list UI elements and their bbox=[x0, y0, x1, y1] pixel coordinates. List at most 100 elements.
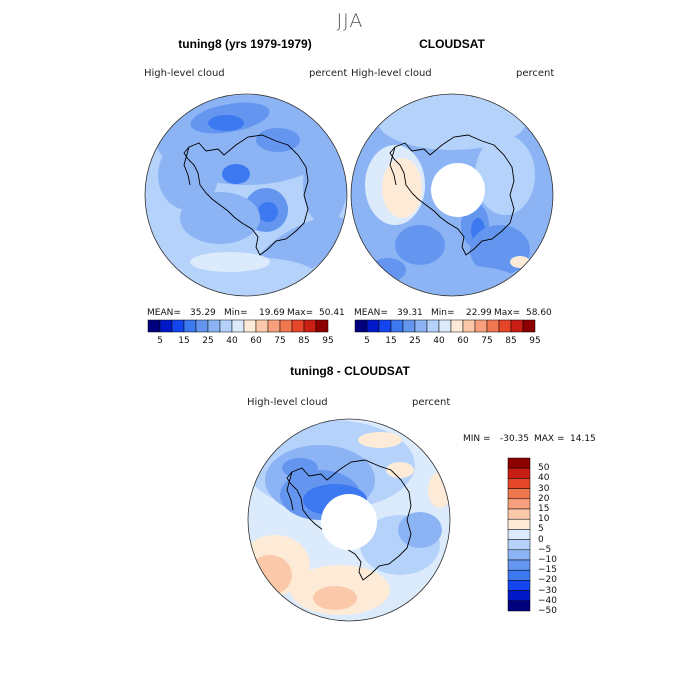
panel2-coastline bbox=[389, 134, 515, 256]
panel3-map-border bbox=[247, 418, 451, 622]
panel2-cbar-tick: 75 bbox=[481, 336, 493, 346]
panel3-cbar-tick: 50 bbox=[538, 463, 550, 473]
panel3-cbar-tick: −5 bbox=[538, 545, 552, 555]
panel1-colorbar-swatch bbox=[291, 319, 305, 333]
panel2-colorbar-swatch bbox=[450, 319, 464, 333]
panel3-colorbar-swatch bbox=[507, 488, 531, 500]
panel1-min-value: 19.69 bbox=[259, 308, 285, 318]
panel2-cbar-tick: 5 bbox=[364, 336, 370, 346]
panel3-cbar-tick: 15 bbox=[538, 504, 550, 514]
panel2-cbar-tick: 60 bbox=[457, 336, 469, 346]
panel2-units: percent bbox=[516, 68, 555, 79]
panel3-cbar-tick: −15 bbox=[538, 565, 557, 575]
panel2-colorbar-swatch bbox=[426, 319, 440, 333]
panel1-cbar-tick: 95 bbox=[322, 336, 334, 346]
panel1-map-border bbox=[144, 93, 348, 297]
panel1-cbar-tick: 60 bbox=[250, 336, 262, 346]
panel1-colorbar-swatch bbox=[267, 319, 281, 333]
panel2-cbar-tick: 15 bbox=[385, 336, 397, 346]
panel2-mean-value: 39.31 bbox=[397, 308, 423, 318]
panel3-colorbar-swatch bbox=[507, 498, 531, 510]
panel1-field-patch bbox=[208, 115, 244, 131]
panel3-colorbar-swatch bbox=[507, 529, 531, 540]
panel2-field-patch bbox=[395, 225, 445, 265]
panel1-colorbar bbox=[147, 319, 329, 333]
panel2-max-value: 58.60 bbox=[526, 308, 552, 318]
panel1-min-label: Min= bbox=[224, 308, 248, 318]
panel3-cbar-tick: 40 bbox=[538, 473, 550, 483]
panel2-title: CLOUDSAT bbox=[419, 37, 485, 51]
panel2-colorbar-swatch bbox=[474, 319, 488, 333]
panel3-field-patch bbox=[248, 555, 292, 595]
panel2-field-patch bbox=[510, 256, 530, 268]
panel3-cbar-tick: −40 bbox=[538, 596, 557, 606]
panel3-colorbar-swatch bbox=[507, 508, 531, 520]
panel1-colorbar-swatch bbox=[303, 319, 317, 333]
panel2-mean-label: MEAN= bbox=[354, 308, 388, 318]
panel1-colorbar-swatch bbox=[219, 319, 233, 333]
panel3-missing-data-hole bbox=[321, 494, 377, 550]
panel2-min-label: Min= bbox=[431, 308, 455, 318]
panel1-field-patch bbox=[258, 202, 278, 222]
panel3-colorbar-swatch bbox=[507, 478, 531, 489]
panel3-cbar-tick: 5 bbox=[538, 524, 544, 534]
panel3-units: percent bbox=[412, 397, 451, 408]
panel3-colorbar-swatch bbox=[507, 467, 531, 479]
panel2-colorbar bbox=[354, 319, 536, 333]
panel3-cbar-tick: −50 bbox=[538, 606, 557, 616]
panel3-cbar-tick: −20 bbox=[538, 575, 557, 585]
panel2-min-value: 22.99 bbox=[466, 308, 492, 318]
panel2-colorbar-swatch bbox=[522, 319, 536, 333]
panel1-mean-value: 35.29 bbox=[190, 308, 216, 318]
panel3-coastline bbox=[286, 459, 412, 581]
panel2-field-patch bbox=[377, 94, 527, 150]
panel1-field-patch bbox=[190, 252, 270, 272]
panel2-cbar-tick: 25 bbox=[409, 336, 421, 346]
panel3-cbar-tick: 30 bbox=[538, 484, 550, 494]
panel1-cbar-tick: 25 bbox=[202, 336, 214, 346]
panel1-colorbar-swatch bbox=[231, 319, 245, 333]
panel1-cbar-tick: 15 bbox=[178, 336, 190, 346]
panel1-variable: High-level cloud bbox=[144, 68, 225, 79]
panel1-coastline bbox=[183, 134, 309, 256]
panel2-colorbar-swatch bbox=[378, 319, 392, 333]
panel2-colorbar-swatch bbox=[402, 319, 416, 333]
panel1-colorbar-swatch bbox=[243, 319, 257, 333]
panel2-cbar-tick: 95 bbox=[529, 336, 541, 346]
panel3-colorbar bbox=[507, 457, 531, 612]
panel3-cbar-tick: 0 bbox=[538, 535, 544, 545]
main-title: JJA bbox=[336, 10, 364, 32]
panel3-field-patch bbox=[313, 586, 357, 610]
panel3-cbar-tick: −10 bbox=[538, 555, 557, 565]
panel3-min-label: MIN = bbox=[463, 434, 491, 444]
panel3-field-patch bbox=[386, 462, 414, 478]
panel3-variable: High-level cloud bbox=[247, 397, 328, 408]
panel1-field-patch bbox=[256, 128, 300, 152]
panel2-colorbar-swatch bbox=[414, 319, 428, 333]
panel2-field-patch bbox=[370, 258, 406, 282]
panel1-cbar-tick: 40 bbox=[226, 336, 238, 346]
panel3-title: tuning8 - CLOUDSAT bbox=[290, 364, 410, 378]
panel1-cbar-tick: 85 bbox=[298, 336, 310, 346]
panel2-variable: High-level cloud bbox=[351, 68, 432, 79]
panel3-colorbar-swatch bbox=[507, 600, 531, 612]
panel1-field-patch bbox=[303, 145, 347, 225]
panel2-colorbar-swatch bbox=[366, 319, 380, 333]
panel1-colorbar-swatch bbox=[255, 319, 269, 333]
panel2-colorbar-swatch bbox=[354, 319, 368, 333]
panel3-field-patch bbox=[398, 512, 442, 548]
panel3-colorbar-swatch bbox=[507, 569, 531, 581]
panel3-max-value: 14.15 bbox=[570, 434, 596, 444]
panel3-max-label: MAX = bbox=[534, 434, 565, 444]
panel1-field-patch bbox=[180, 192, 260, 244]
panel1-colorbar-swatch bbox=[195, 319, 209, 333]
panel1-cbar-tick: 5 bbox=[157, 336, 163, 346]
panel2-colorbar-swatch bbox=[486, 319, 500, 333]
panel1-cbar-tick: 75 bbox=[274, 336, 286, 346]
panel1-title: tuning8 (yrs 1979-1979) bbox=[178, 37, 312, 51]
panel3-colorbar-swatch bbox=[507, 539, 531, 551]
panel2-field-patch bbox=[475, 135, 535, 215]
panel2-colorbar-swatch bbox=[438, 319, 452, 333]
panel3-field-patch bbox=[358, 432, 402, 448]
